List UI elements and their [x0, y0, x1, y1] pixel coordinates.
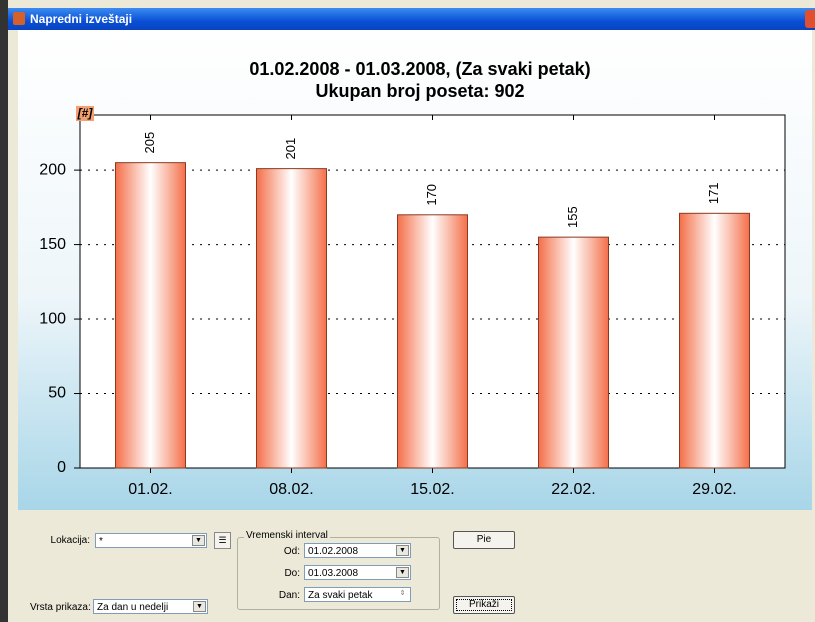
x-tick-label: 08.02. [269, 481, 313, 498]
day-spinner[interactable]: Za svaki petak ⇕ [304, 587, 411, 602]
x-tick-label: 01.02. [128, 481, 172, 498]
to-combo[interactable]: 01.03.2008 ▼ [304, 565, 411, 580]
x-tick-label: 15.02. [410, 481, 454, 498]
close-button[interactable] [805, 10, 815, 28]
chart: 01.02.2008 - 01.03.2008, (Za svaki petak… [18, 30, 812, 510]
x-tick-label: 22.02. [551, 481, 595, 498]
value-label: 171 [706, 182, 721, 204]
show-button[interactable]: Prikaži [453, 596, 515, 614]
bar [256, 168, 327, 469]
value-label: 170 [424, 184, 439, 206]
interval-title: Vremenski interval [244, 530, 330, 541]
window-title: Napredni izveštaji [30, 12, 133, 26]
from-label: Od: [283, 546, 300, 557]
y-tick-label: 0 [57, 459, 66, 476]
y-tick-label: 150 [39, 236, 66, 253]
location-label: Lokacija: [50, 535, 90, 546]
bar [397, 214, 468, 469]
view-combo[interactable]: Za dan u nedelji ▼ [93, 599, 208, 614]
chart-subtitle: Ukupan broj poseta: 902 [315, 81, 524, 101]
to-label: Do: [284, 568, 300, 579]
bar [115, 162, 186, 469]
app-icon [13, 12, 25, 25]
interval-group [237, 537, 440, 610]
dropdown-arrow[interactable]: ▼ [396, 567, 409, 578]
location-value: * [99, 536, 103, 547]
from-combo[interactable]: 01.02.2008 ▼ [304, 543, 411, 558]
day-value: Za svaki petak [308, 590, 373, 601]
dropdown-arrow[interactable]: ▼ [396, 545, 409, 556]
desktop-edge [0, 0, 8, 622]
from-value: 01.02.2008 [308, 546, 359, 557]
title-bar: Napredni izveštaji [8, 8, 815, 30]
value-label: 205 [142, 132, 157, 154]
view-value: Za dan u nedelji [97, 602, 169, 613]
x-tick-label: 29.02. [692, 481, 736, 498]
y-label-box [76, 106, 94, 121]
bar [538, 236, 609, 469]
to-value: 01.03.2008 [308, 568, 359, 579]
dropdown-arrow[interactable]: ▼ [193, 601, 206, 612]
value-label: 155 [565, 206, 580, 228]
y-tick-label: 200 [39, 161, 66, 178]
chart-title: 01.02.2008 - 01.03.2008, (Za svaki petak… [249, 59, 590, 79]
bar [679, 212, 750, 469]
location-combo[interactable]: * ▼ [95, 533, 207, 548]
value-label: 201 [283, 138, 298, 160]
spin-arrows[interactable]: ⇕ [396, 589, 409, 600]
pie-button[interactable]: Pie [453, 531, 515, 549]
y-axis-label: [#] [77, 106, 94, 120]
day-label: Dan: [278, 590, 300, 601]
view-label: Vrsta prikaza: [30, 602, 91, 613]
dropdown-arrow[interactable]: ▼ [192, 535, 205, 546]
y-tick-label: 100 [39, 310, 66, 327]
y-tick-label: 50 [48, 385, 66, 402]
tree-button[interactable]: ☰ [214, 532, 231, 549]
